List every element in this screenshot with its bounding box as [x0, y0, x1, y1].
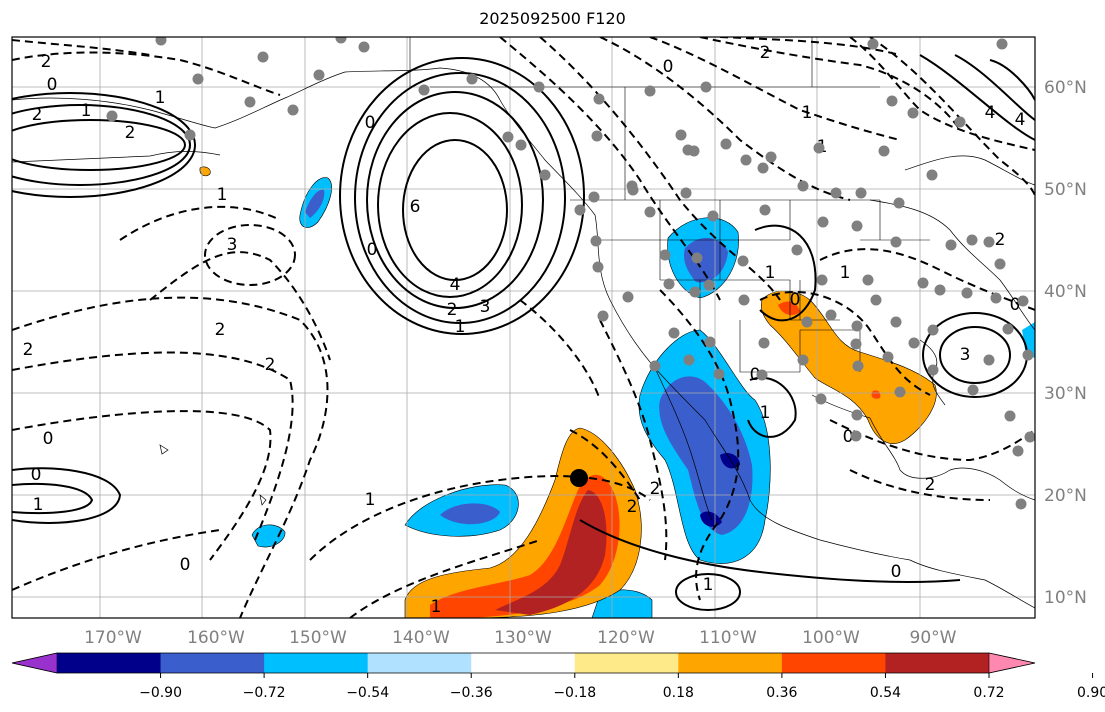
- colorbar-segment: [264, 653, 369, 673]
- contour-label: 1: [217, 185, 228, 205]
- lat-label: 50°N: [1044, 180, 1087, 200]
- colorbar-segment: [885, 653, 990, 673]
- contour-label: 1: [155, 88, 166, 108]
- contour-label: 1: [703, 575, 714, 595]
- map-area: 2 0 1 2 3 4 6 4 3 2 1 0 0 1 2 3 4 1 2 2 …: [12, 37, 1035, 618]
- colorbar-label: −0.36: [450, 685, 493, 701]
- latitude-labels: 60°N 50°N 40°N 30°N 20°N 10°N: [1044, 78, 1087, 608]
- contour-label: 1: [765, 263, 776, 283]
- lat-label: 10°N: [1044, 588, 1087, 608]
- colorbar-label: 0.36: [766, 685, 797, 701]
- contour-label: 0: [843, 427, 854, 447]
- contour-label: 2: [125, 123, 136, 143]
- lon-label: 110°W: [699, 628, 757, 648]
- colorbar-segment: [160, 653, 265, 673]
- colorbar-label: 0.54: [870, 685, 901, 701]
- contour-label: 3: [480, 297, 491, 317]
- colorbar-label: −0.54: [346, 685, 389, 701]
- contour-label: 0: [180, 555, 191, 575]
- lat-label: 60°N: [1044, 78, 1087, 98]
- colorbar-label: −0.90: [139, 685, 182, 701]
- colorbar-extend-low: [11, 652, 58, 674]
- contour-label: 1: [81, 101, 92, 121]
- colorbar-segment: [678, 653, 783, 673]
- colorbar-label: −0.18: [553, 685, 596, 701]
- map-frame: [11, 36, 1036, 619]
- contour-label: 0: [365, 113, 376, 133]
- contour-label: 0: [790, 290, 801, 310]
- storm-center-marker: [570, 469, 588, 487]
- contour-label: 3: [960, 345, 971, 365]
- contour-label: 0: [47, 75, 58, 95]
- lon-label: 170°W: [84, 628, 142, 648]
- contour-label: 2: [627, 497, 638, 517]
- colorbar-segment: [574, 653, 679, 673]
- colorbar-label: 0.72: [973, 685, 1004, 701]
- contour-label: 2: [995, 230, 1006, 250]
- contour-label: 0: [750, 365, 761, 385]
- contour-label: 6: [410, 197, 421, 217]
- contour-label: 2: [215, 320, 226, 340]
- contour-label: 1: [33, 495, 44, 515]
- contour-label: 0: [43, 429, 54, 449]
- contour-label: 0: [367, 240, 378, 260]
- lat-label: 40°N: [1044, 282, 1087, 302]
- contour-label: 0: [663, 57, 674, 77]
- contour-label: 0: [1010, 295, 1021, 315]
- colorbar-segment: [367, 653, 472, 673]
- contour-label: 1: [365, 490, 376, 510]
- contour-label: 0: [31, 465, 42, 485]
- contour-label: 4: [1015, 110, 1026, 130]
- contour-label: 2: [265, 355, 276, 375]
- lon-label: 100°W: [802, 628, 860, 648]
- contour-label: 1: [431, 597, 442, 617]
- contour-label: 2: [650, 479, 661, 499]
- contour-label: 0: [891, 562, 902, 582]
- lon-label: 150°W: [289, 628, 347, 648]
- colorbar-label: −0.72: [243, 685, 286, 701]
- contour-label: 3: [227, 235, 238, 255]
- contour-label: 2: [925, 475, 936, 495]
- contour-label: 4: [450, 275, 461, 295]
- station-markers: [106, 37, 1035, 510]
- colorbar-segment: [471, 653, 576, 673]
- lat-label: 20°N: [1044, 486, 1087, 506]
- lon-label: 140°W: [392, 628, 450, 648]
- contour-label: 2: [32, 105, 43, 125]
- lon-label: 130°W: [494, 628, 552, 648]
- contour-label: 1: [840, 263, 851, 283]
- colorbar-outline: [11, 652, 1036, 674]
- colorbar-label: 0.18: [663, 685, 694, 701]
- chart-title: 2025092500 F120: [479, 9, 626, 28]
- contour-label: 4: [985, 103, 996, 123]
- lat-label: 30°N: [1044, 384, 1087, 404]
- colorbar: −0.90 −0.72 −0.54 −0.36 −0.18 0.18 0.36 0.54 0.7…: [11, 652, 1105, 701]
- colorbar-extend-high: [988, 652, 1036, 674]
- contours-solid: [12, 54, 1035, 611]
- longitude-labels: 170°W 160°W 150°W 140°W 130°W 120°W 110°…: [84, 628, 957, 648]
- lon-label: 160°W: [187, 628, 245, 648]
- colorbar-segment: [57, 653, 162, 673]
- contour-label: 1: [455, 317, 466, 337]
- contour-label: 2: [447, 300, 458, 320]
- contour-label: 2: [760, 43, 771, 63]
- lon-label: 120°W: [597, 628, 655, 648]
- contour-label: 1: [802, 103, 813, 123]
- contours-dashed: [12, 37, 1035, 618]
- colorbar-segment: [781, 653, 886, 673]
- contour-label: 1: [760, 403, 771, 423]
- contour-label: 2: [41, 52, 52, 72]
- contour-label: 2: [23, 340, 34, 360]
- colorbar-label: 0.90: [1077, 685, 1105, 701]
- lon-label: 90°W: [910, 628, 957, 648]
